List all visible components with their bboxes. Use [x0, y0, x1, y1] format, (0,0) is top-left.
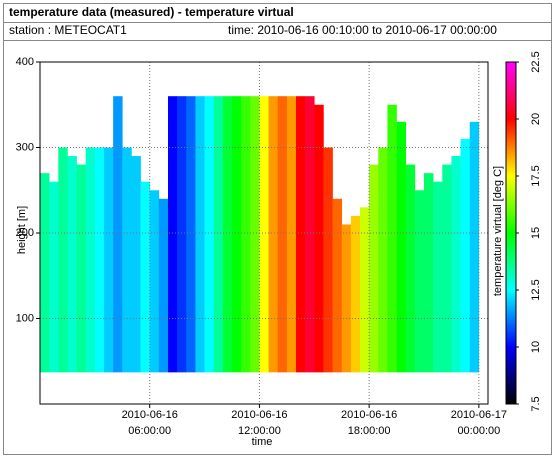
cell [414, 190, 425, 373]
colorbar-tick-label: 7.5 [530, 396, 542, 411]
x-tick-label: 12:00:00 [238, 425, 281, 437]
colorbar-tick-label: 17.5 [530, 165, 542, 186]
plot-border [39, 61, 489, 405]
y-tick-label: 300 [16, 141, 34, 153]
cell [277, 96, 288, 373]
cell [204, 96, 215, 373]
period: time: 2010-06-16 00:10:00 to 2010-06-17 … [228, 23, 497, 37]
cell [268, 96, 279, 373]
cell [168, 96, 178, 373]
cell [67, 156, 77, 373]
cell [460, 138, 471, 373]
x-tick-label: 06:00:00 [128, 425, 171, 437]
cell [296, 96, 306, 373]
cell [104, 147, 114, 373]
cell [222, 96, 233, 373]
cell [76, 164, 87, 373]
cell [350, 215, 361, 373]
cell [469, 121, 480, 373]
cell [369, 164, 379, 373]
y-tick-label: 100 [16, 312, 34, 324]
cell [387, 104, 397, 373]
cell [131, 156, 141, 373]
cell [396, 121, 407, 373]
colorbar-tick-label: 22.5 [530, 51, 542, 72]
y-tick-label: 200 [16, 227, 34, 239]
cell [177, 96, 187, 373]
x-tick-label: 2010-06-16 [122, 409, 178, 421]
colorbar [505, 61, 517, 405]
cell [49, 181, 59, 373]
x-tick-label: 18:00:00 [348, 425, 391, 437]
cell [433, 181, 443, 373]
cell [341, 224, 352, 373]
chart-title: temperature data (measured) - temperatur… [9, 5, 294, 19]
cell [149, 190, 160, 373]
cell [140, 181, 151, 373]
x-tick-label: 2010-06-17 [451, 409, 507, 421]
x-tick-label: 2010-06-16 [341, 409, 397, 421]
x-tick-label: 2010-06-16 [231, 409, 287, 421]
x-tick-label: 00:00:00 [457, 425, 500, 437]
cell [85, 147, 96, 373]
station: station : METEOCAT1 [9, 23, 127, 37]
cell [305, 96, 315, 373]
cell [323, 147, 333, 373]
cell [424, 173, 434, 373]
colorbar-tick-label: 20 [530, 113, 542, 125]
colorbar-label: temperature virtual [deg C] [492, 166, 504, 296]
cell [122, 147, 132, 373]
cell [213, 96, 224, 373]
x-axis-label: time [252, 436, 273, 448]
cell [442, 164, 452, 373]
cell [259, 96, 269, 373]
cell [314, 104, 324, 373]
cell [332, 198, 343, 373]
cell [58, 147, 68, 373]
cell [241, 96, 251, 373]
cell [186, 96, 196, 373]
y-axis-label: height [m] [16, 206, 28, 254]
cell [405, 164, 416, 373]
cell [250, 96, 260, 373]
cell [286, 96, 297, 373]
y-tick-label: 400 [16, 56, 34, 68]
cell [378, 147, 388, 373]
cell [40, 173, 50, 373]
colorbar-tick-label: 12.5 [530, 279, 542, 300]
cell [195, 96, 205, 373]
colorbar-tick-label: 15 [530, 227, 542, 239]
cell [158, 198, 169, 373]
cell [94, 147, 105, 373]
colorbar-tick-label: 10 [530, 341, 542, 353]
cell [113, 96, 123, 373]
cell [232, 96, 242, 373]
cell [451, 156, 461, 373]
cell [360, 207, 370, 373]
